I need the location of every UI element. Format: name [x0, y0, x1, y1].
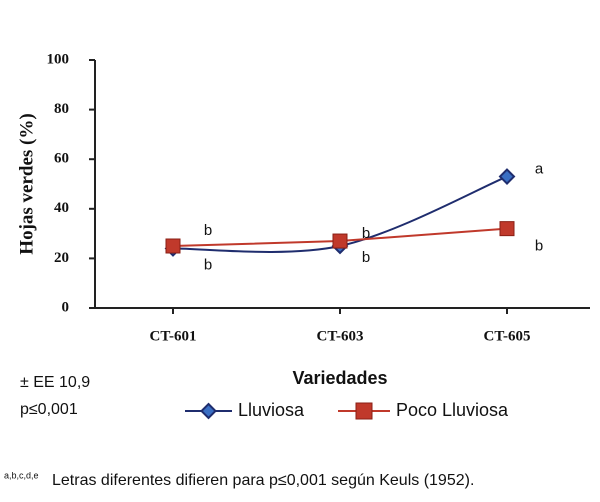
legend-marker	[355, 402, 373, 420]
y-tick-label: 40	[54, 200, 69, 216]
footnote: Letras diferentes difieren para p≤0,001 …	[52, 472, 474, 489]
legend-marker	[200, 402, 217, 420]
point	[165, 238, 181, 254]
y-axis-label: Hojas verdes (%)	[16, 113, 37, 254]
y-tick-label: 0	[62, 299, 70, 315]
y-tick-label: 20	[54, 250, 69, 266]
x-tick-label: CT-605	[484, 328, 531, 344]
x-tick-label: CT-603	[317, 328, 364, 344]
y-tick-label: 80	[54, 101, 69, 117]
significance-letter: b	[362, 249, 370, 266]
y-tick-label: 60	[54, 151, 69, 167]
significance-letter: b	[204, 222, 212, 239]
significance-letter: a	[535, 161, 544, 178]
y-tick-label: 100	[47, 51, 70, 67]
x-axis-label: Variedades	[292, 368, 387, 388]
significance-letter: b	[204, 256, 212, 273]
point	[499, 221, 515, 237]
legend-label: Lluviosa	[238, 400, 305, 420]
note: p≤0,001	[20, 401, 78, 418]
significance-letter: b	[535, 238, 543, 255]
point	[498, 168, 516, 185]
legend-label: Poco Lluviosa	[396, 400, 509, 420]
point	[332, 233, 348, 249]
note: ± EE 10,9	[20, 374, 90, 391]
significance-letter: b	[362, 225, 370, 242]
footnote-superscript: a,b,c,d,e	[4, 470, 39, 480]
x-tick-label: CT-601	[150, 328, 197, 344]
